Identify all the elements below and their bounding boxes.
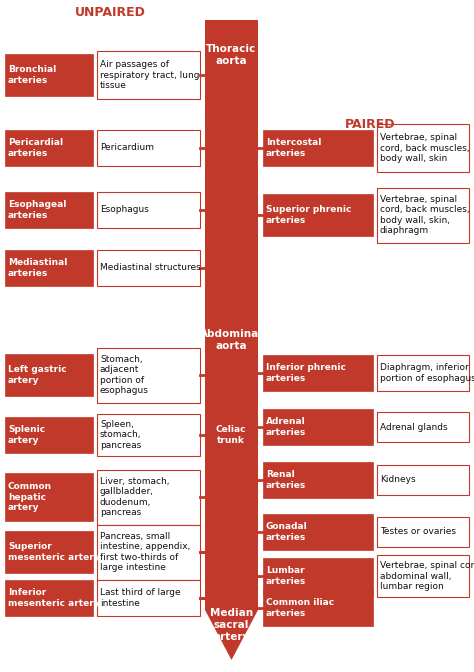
Bar	[97, 130, 200, 166]
Bar	[97, 250, 200, 286]
Text: Stomach,
adjacent
portion of
esophagus: Stomach, adjacent portion of esophagus	[100, 355, 149, 395]
Text: Common iliac
arteries: Common iliac arteries	[266, 598, 334, 618]
Bar	[97, 414, 200, 456]
Bar	[97, 192, 200, 228]
Text: Diaphragm, inferior
portion of esophagus: Diaphragm, inferior portion of esophagus	[380, 364, 474, 382]
Text: Pericardium: Pericardium	[100, 144, 154, 153]
Text: Esophagus: Esophagus	[100, 206, 149, 214]
Text: Intercostal
arteries: Intercostal arteries	[266, 138, 321, 158]
Bar	[97, 525, 200, 579]
Bar	[5, 417, 93, 453]
Text: Esophageal
arteries: Esophageal arteries	[8, 200, 66, 220]
Bar	[263, 462, 373, 498]
Bar	[212, 413, 250, 457]
Bar	[263, 409, 373, 445]
Text: Superior
mesenteric artery: Superior mesenteric artery	[8, 542, 100, 562]
Text: Inferior
mesenteric artery: Inferior mesenteric artery	[8, 588, 100, 607]
Text: Vertebrae, spinal
cord, back muscles,
body wall, skin,
diaphragm: Vertebrae, spinal cord, back muscles, bo…	[380, 195, 470, 235]
Bar	[263, 590, 373, 626]
Bar	[97, 347, 200, 403]
Bar	[5, 130, 93, 166]
Bar	[5, 580, 93, 616]
Bar	[263, 558, 373, 594]
Text: Kidneys: Kidneys	[380, 476, 416, 485]
Bar	[97, 470, 200, 525]
Bar	[377, 412, 469, 442]
Text: Air passages of
respiratory tract, lung
tissue: Air passages of respiratory tract, lung …	[100, 60, 200, 90]
Text: Mediastinal
arteries: Mediastinal arteries	[8, 258, 67, 278]
Bar	[263, 130, 373, 166]
Text: Vertebrae, spinal cord,
abdominal wall,
lumbar region: Vertebrae, spinal cord, abdominal wall, …	[380, 561, 474, 591]
Bar	[5, 54, 93, 96]
Bar	[263, 514, 373, 550]
Text: Common
hepatic
artery: Common hepatic artery	[8, 482, 52, 512]
Bar	[205, 20, 258, 610]
Text: Median
sacral
artery: Median sacral artery	[210, 608, 253, 642]
Text: Adrenal glands: Adrenal glands	[380, 423, 447, 431]
Bar	[5, 192, 93, 228]
Text: Adrenal
arteries: Adrenal arteries	[266, 417, 306, 437]
Text: Gonadal
arteries: Gonadal arteries	[266, 522, 308, 542]
Bar	[377, 517, 469, 547]
Text: Pancreas, small
intestine, appendix,
first two-thirds of
large intestine: Pancreas, small intestine, appendix, fir…	[100, 532, 191, 572]
Text: Liver, stomach,
gallbladder,
duodenum,
pancreas: Liver, stomach, gallbladder, duodenum, p…	[100, 477, 170, 517]
Text: UNPAIRED: UNPAIRED	[74, 5, 146, 19]
Text: Bronchial
arteries: Bronchial arteries	[8, 65, 56, 85]
Text: Spleen,
stomach,
pancreas: Spleen, stomach, pancreas	[100, 420, 142, 450]
Text: Celiac
trunk: Celiac trunk	[216, 425, 246, 445]
Bar	[5, 473, 93, 521]
Bar	[97, 51, 200, 99]
Bar	[5, 250, 93, 286]
Polygon shape	[205, 610, 258, 660]
Bar	[377, 124, 469, 172]
Text: Vertebrae, spinal
cord, back muscles,
body wall, skin: Vertebrae, spinal cord, back muscles, bo…	[380, 133, 470, 163]
Bar	[377, 465, 469, 495]
Bar	[97, 580, 200, 616]
Bar	[377, 187, 469, 243]
Text: Mediastinal structures: Mediastinal structures	[100, 263, 201, 273]
Bar	[5, 531, 93, 573]
Text: Renal
arteries: Renal arteries	[266, 470, 306, 490]
Text: Abdominal
aorta: Abdominal aorta	[200, 329, 263, 351]
Text: Left gastric
artery: Left gastric artery	[8, 366, 67, 384]
Text: Inferior phrenic
arteries: Inferior phrenic arteries	[266, 364, 346, 382]
Text: Splenic
artery: Splenic artery	[8, 425, 45, 445]
Bar	[377, 555, 469, 597]
Bar	[377, 355, 469, 391]
Text: Superior phrenic
arteries: Superior phrenic arteries	[266, 206, 351, 224]
Text: Testes or ovaries: Testes or ovaries	[380, 528, 456, 536]
Bar	[263, 194, 373, 236]
Text: Lumbar
arteries: Lumbar arteries	[266, 566, 306, 586]
Text: Thoracic
aorta: Thoracic aorta	[206, 44, 256, 66]
Text: PAIRED: PAIRED	[345, 118, 395, 132]
Text: Last third of large
intestine: Last third of large intestine	[100, 588, 181, 607]
Bar	[263, 355, 373, 391]
Bar	[5, 354, 93, 396]
Text: Pericardial
arteries: Pericardial arteries	[8, 138, 63, 158]
